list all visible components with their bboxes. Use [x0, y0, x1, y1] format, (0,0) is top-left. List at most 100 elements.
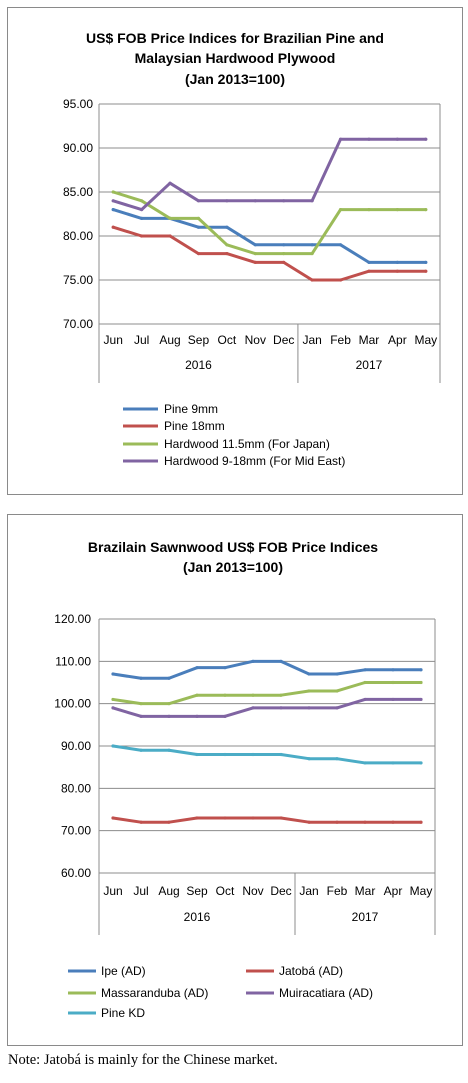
- data-point: [196, 199, 201, 203]
- plywood-price-chart: US$ FOB Price Indices for Brazilian Pine…: [7, 7, 463, 495]
- data-point: [251, 693, 255, 697]
- data-point: [111, 225, 115, 229]
- legend-label: Hardwood 9-18mm (For Mid East): [164, 454, 345, 468]
- data-point: [279, 693, 283, 697]
- data-point: [419, 697, 423, 702]
- x-tick-label: Apr: [384, 884, 403, 898]
- x-tick-label: Sep: [188, 333, 210, 347]
- data-point: [367, 137, 371, 141]
- data-point: [225, 225, 229, 229]
- data-point: [424, 260, 428, 264]
- data-point: [395, 208, 399, 212]
- sawnwood-chart-svg: Brazilain Sawnwood US$ FOB Price Indices…: [54, 539, 436, 1020]
- data-point: [367, 208, 371, 212]
- x-tick-label: Nov: [242, 884, 263, 898]
- x-tick-label: Aug: [159, 333, 180, 347]
- x-tick-label: Oct: [216, 884, 235, 898]
- data-point: [111, 208, 115, 212]
- data-point: [140, 208, 144, 212]
- data-point: [196, 225, 201, 229]
- data-point: [167, 820, 171, 824]
- legend-label: Pine 18mm: [164, 419, 225, 433]
- x-tick-label: May: [414, 333, 437, 347]
- series-line: [111, 744, 423, 765]
- data-point: [307, 706, 311, 710]
- data-point: [195, 816, 199, 820]
- y-tick-label: 80.00: [63, 229, 93, 243]
- x-tick-label: Sep: [186, 884, 208, 898]
- data-point: [363, 680, 367, 685]
- data-point: [282, 260, 286, 264]
- chart-title-line: (Jan 2013=100): [185, 71, 285, 87]
- x-tick-label: Dec: [270, 884, 291, 898]
- data-point: [139, 748, 143, 752]
- data-point: [338, 243, 343, 247]
- data-point: [251, 706, 255, 710]
- sawnwood-price-chart: Brazilain Sawnwood US$ FOB Price Indices…: [7, 514, 463, 1046]
- legend-label: Massaranduba (AD): [101, 986, 208, 1000]
- data-point: [139, 820, 143, 824]
- year-group-label: 2017: [356, 358, 383, 372]
- data-point: [111, 697, 115, 702]
- x-tick-label: Aug: [158, 884, 179, 898]
- y-tick-label: 90.00: [61, 739, 91, 753]
- data-point: [253, 199, 257, 203]
- x-tick-label: May: [410, 884, 433, 898]
- data-point: [338, 137, 343, 141]
- data-point: [196, 252, 201, 256]
- y-tick-label: 75.00: [63, 273, 93, 287]
- x-tick-label: Nov: [245, 333, 266, 347]
- series-line: [111, 208, 428, 264]
- data-point: [253, 252, 257, 256]
- legend-label: Muiracatiara (AD): [279, 986, 373, 1000]
- series-line: [111, 681, 423, 706]
- data-point: [395, 260, 399, 264]
- data-point: [282, 243, 286, 247]
- y-tick-label: 60.00: [61, 866, 91, 880]
- data-point: [195, 693, 199, 697]
- data-point: [310, 199, 314, 203]
- data-point: [338, 278, 343, 282]
- y-tick-label: 70.00: [63, 317, 93, 331]
- data-point: [251, 659, 255, 663]
- series-line: [111, 816, 423, 824]
- data-point: [195, 752, 199, 757]
- data-point: [279, 816, 283, 820]
- y-tick-label: 85.00: [63, 185, 93, 199]
- data-point: [111, 744, 115, 748]
- data-point: [424, 269, 428, 273]
- data-point: [419, 680, 423, 685]
- data-point: [279, 706, 283, 710]
- x-tick-label: Jul: [133, 884, 148, 898]
- chart-title-line: Malaysian Hardwood Plywood: [135, 50, 336, 66]
- legend-label: Jatobá (AD): [279, 964, 343, 978]
- x-tick-label: Jul: [134, 333, 149, 347]
- legend-label: Pine KD: [101, 1006, 145, 1020]
- plywood-chart-svg: US$ FOB Price Indices for Brazilian Pine…: [63, 30, 441, 468]
- data-point: [139, 714, 143, 718]
- data-point: [391, 697, 395, 702]
- data-point: [279, 752, 283, 757]
- data-point: [307, 820, 311, 824]
- data-point: [196, 216, 201, 220]
- data-point: [167, 702, 171, 706]
- chart-title-line: (Jan 2013=100): [183, 559, 283, 575]
- data-point: [223, 666, 227, 670]
- data-point: [338, 208, 343, 212]
- data-point: [363, 761, 367, 765]
- data-point: [391, 680, 395, 685]
- x-tick-label: Mar: [355, 884, 376, 898]
- x-tick-label: Jun: [104, 333, 123, 347]
- data-point: [391, 761, 395, 765]
- data-point: [424, 137, 428, 141]
- series-line: [111, 225, 428, 282]
- x-tick-label: Jan: [299, 884, 318, 898]
- data-point: [310, 278, 314, 282]
- data-point: [140, 199, 144, 203]
- series-line: [111, 697, 423, 718]
- data-point: [282, 199, 286, 203]
- data-point: [253, 243, 257, 247]
- x-tick-label: Dec: [273, 333, 294, 347]
- data-point: [307, 672, 311, 676]
- data-point: [419, 761, 423, 765]
